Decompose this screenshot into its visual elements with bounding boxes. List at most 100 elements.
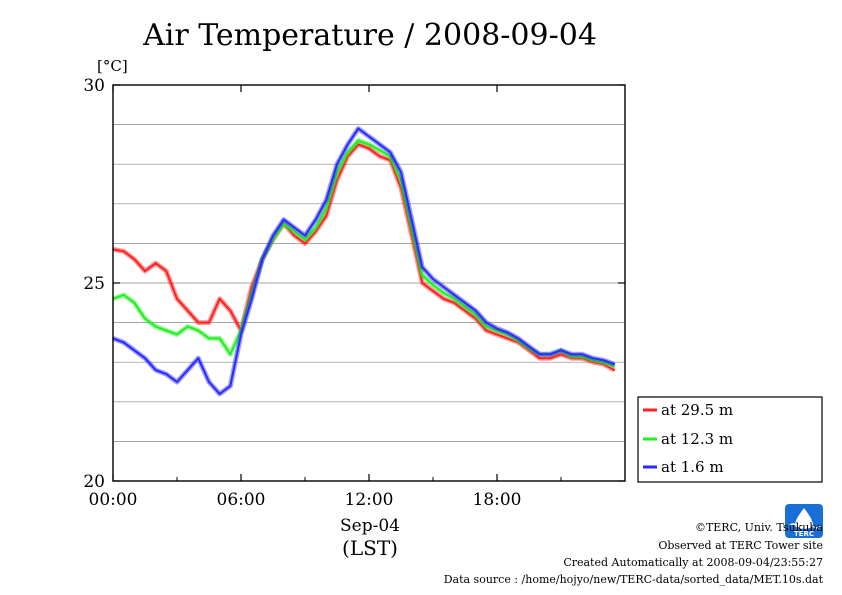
chart-title: Air Temperature / 2008-09-04 bbox=[142, 18, 597, 53]
series-2-point-44 bbox=[581, 353, 584, 356]
series-1-point-37 bbox=[506, 333, 509, 336]
series-1-point-23 bbox=[357, 139, 360, 142]
series-1-point-35 bbox=[485, 325, 488, 328]
series-2-point-39 bbox=[528, 345, 530, 348]
series-1-point-15 bbox=[272, 238, 274, 241]
series-2-point-5 bbox=[165, 373, 168, 375]
legend-label-series-0: at 29.5 m bbox=[661, 401, 733, 419]
x-tick-label-3: 18:00 bbox=[473, 490, 522, 510]
series-2-point-46 bbox=[602, 359, 605, 362]
series-0-point-34 bbox=[474, 317, 477, 320]
series-0-point-25 bbox=[378, 155, 381, 158]
series-0-point-6 bbox=[176, 297, 178, 300]
axis-ticks: 20 25 30 00:00 06:00 12:00 18:00 bbox=[83, 76, 625, 510]
series-1-point-45 bbox=[592, 359, 594, 362]
series-0-point-35 bbox=[485, 329, 488, 332]
series-1-point-36 bbox=[496, 329, 498, 332]
series-2-point-40 bbox=[538, 353, 541, 356]
series-2-point-25 bbox=[378, 143, 381, 146]
y-tick-label-1: 25 bbox=[83, 274, 105, 294]
series-1-point-29 bbox=[421, 274, 424, 276]
series-2-point-22 bbox=[346, 143, 349, 146]
series-2-point-26 bbox=[389, 151, 392, 154]
legend-label-series-1: at 12.3 m bbox=[661, 430, 733, 448]
series-halo-1 bbox=[112, 137, 616, 369]
series-0-point-37 bbox=[506, 337, 509, 340]
series-1-point-19 bbox=[314, 226, 317, 229]
series-1-point-28 bbox=[410, 226, 413, 229]
series-0-point-2 bbox=[133, 258, 136, 261]
series-0-point-10 bbox=[218, 297, 221, 300]
series-1-point-47 bbox=[613, 365, 616, 368]
series-2-point-8 bbox=[197, 357, 200, 360]
series-0-point-28 bbox=[410, 234, 413, 237]
footer-copyright: ©TERC, Univ. Tsukuba bbox=[695, 521, 823, 534]
series-0-point-42 bbox=[560, 353, 562, 356]
series-2-point-14 bbox=[261, 258, 264, 261]
series-1-point-9 bbox=[208, 337, 210, 340]
footer-observed: Observed at TERC Tower site bbox=[658, 539, 823, 552]
y-tick-label-0: 20 bbox=[83, 472, 105, 492]
series-0-point-17 bbox=[293, 234, 296, 237]
series-0-point-11 bbox=[229, 309, 232, 312]
series-1-point-25 bbox=[378, 149, 381, 152]
series-2-point-18 bbox=[304, 234, 306, 237]
series-0-point-33 bbox=[464, 309, 466, 312]
series-1-point-1 bbox=[122, 293, 125, 296]
series-1-point-33 bbox=[464, 305, 466, 308]
series-2-point-10 bbox=[218, 392, 221, 395]
series-2-point-28 bbox=[410, 218, 413, 221]
series-2-point-30 bbox=[432, 278, 434, 280]
grid-lines bbox=[113, 124, 625, 442]
legend-label-series-2: at 1.6 m bbox=[661, 458, 724, 476]
series-line-2 bbox=[112, 127, 615, 395]
legend: at 29.5 m at 12.3 m at 1.6 m bbox=[637, 396, 823, 483]
series-1-point-44 bbox=[581, 355, 584, 358]
series-2-point-34 bbox=[474, 309, 477, 312]
series-0-point-9 bbox=[208, 321, 210, 324]
series-2-point-27 bbox=[400, 171, 402, 174]
series-2-point-42 bbox=[560, 349, 562, 352]
series-2-point-32 bbox=[453, 293, 456, 296]
series-0-point-44 bbox=[581, 357, 584, 360]
x-axis-date-label: Sep-04 bbox=[340, 516, 400, 536]
series-0-point-1 bbox=[122, 250, 125, 253]
series-0-point-43 bbox=[570, 357, 573, 360]
series-0-point-19 bbox=[314, 230, 317, 233]
series-1-point-26 bbox=[389, 155, 392, 158]
series-0-point-20 bbox=[325, 214, 328, 217]
legend-box bbox=[637, 396, 823, 483]
series-2-point-31 bbox=[442, 286, 445, 288]
series-0-point-40 bbox=[538, 357, 541, 360]
series-2-point-2 bbox=[133, 349, 136, 352]
series-2-point-3 bbox=[144, 357, 146, 360]
series-2-point-6 bbox=[176, 381, 178, 383]
series-line-1 bbox=[112, 139, 615, 368]
series-0-point-41 bbox=[549, 357, 552, 360]
series-1-point-11 bbox=[229, 353, 232, 356]
series-2-point-37 bbox=[506, 331, 509, 334]
series-0-point-24 bbox=[368, 147, 370, 150]
series-2-point-4 bbox=[154, 369, 157, 372]
series-2-point-15 bbox=[272, 234, 274, 237]
series-0-point-45 bbox=[592, 361, 594, 364]
series-1-point-21 bbox=[336, 171, 338, 174]
series-2-point-12 bbox=[240, 333, 242, 336]
series-2-point-16 bbox=[282, 218, 285, 221]
series-1-point-8 bbox=[197, 329, 200, 332]
x-axis-zone-label: (LST) bbox=[342, 536, 398, 560]
series-2-point-36 bbox=[496, 327, 498, 330]
series-2-point-11 bbox=[229, 385, 232, 387]
series-2-point-7 bbox=[186, 369, 189, 372]
series-0-point-36 bbox=[496, 333, 498, 336]
series-2-point-33 bbox=[464, 301, 466, 304]
series-0-point-22 bbox=[346, 155, 349, 158]
series-1-point-43 bbox=[570, 355, 573, 358]
series-1-point-22 bbox=[346, 151, 349, 154]
logo-text: TERC bbox=[794, 530, 814, 538]
series-2-point-13 bbox=[250, 297, 253, 300]
x-tick-label-0: 00:00 bbox=[89, 490, 138, 510]
series-1-point-30 bbox=[432, 284, 434, 286]
terc-logo: TERC bbox=[785, 504, 823, 538]
